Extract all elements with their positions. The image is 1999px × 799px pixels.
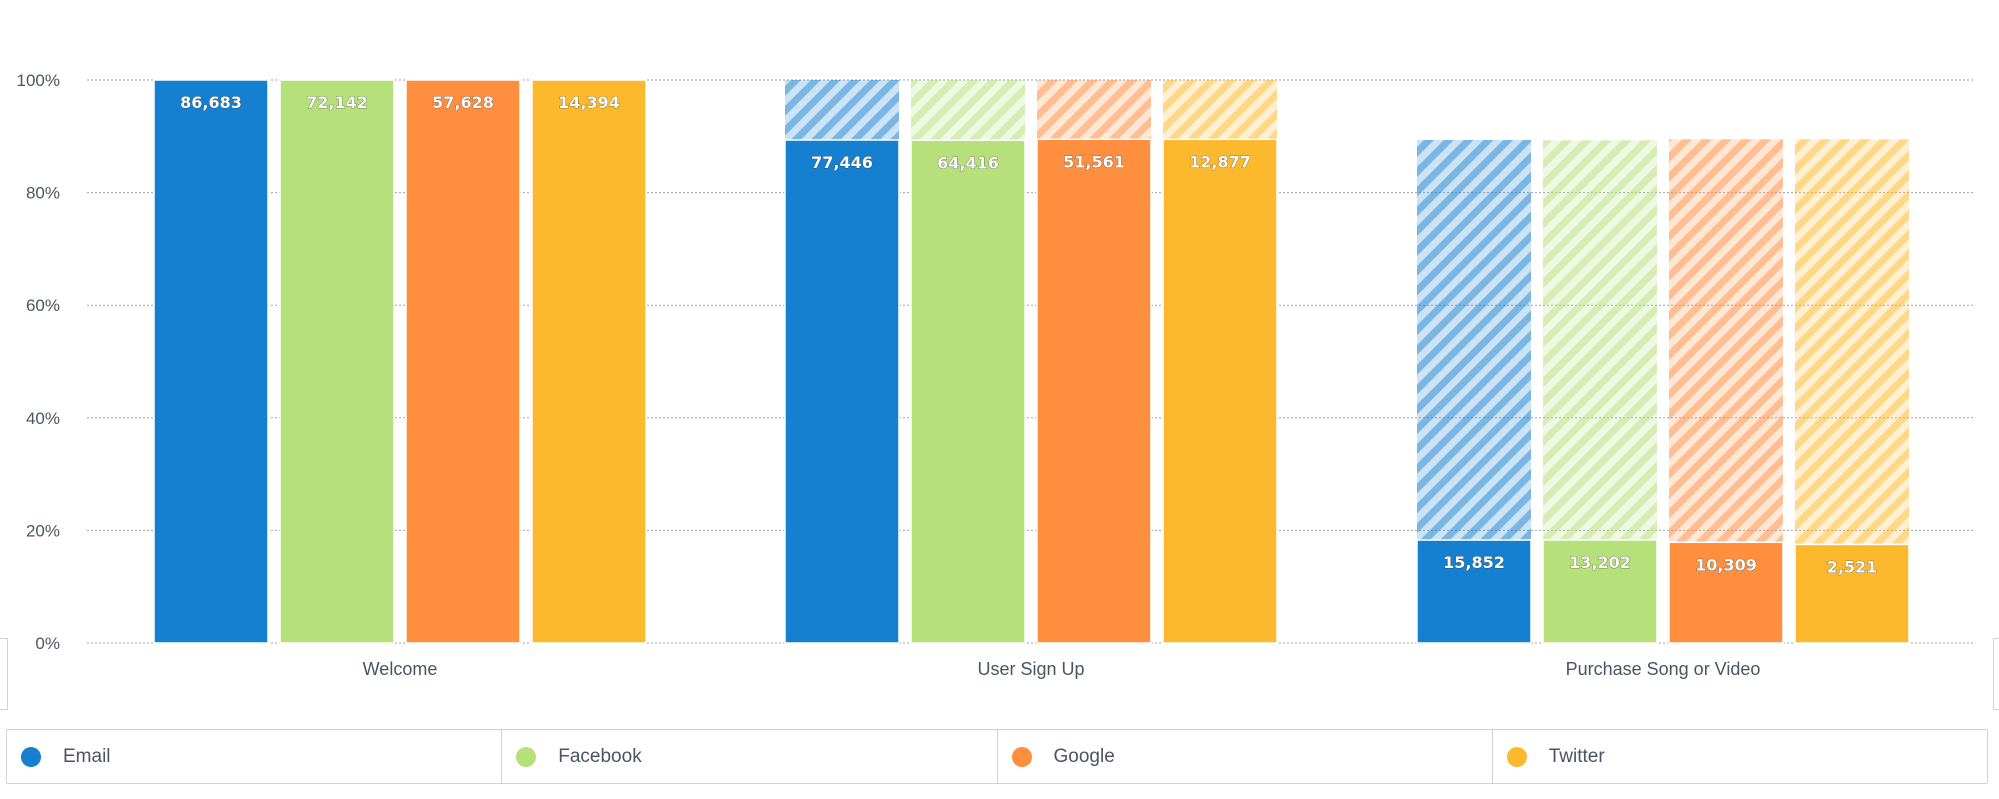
- bar-google: [1036, 138, 1152, 644]
- bar-google: [405, 79, 521, 644]
- legend: Email Facebook Google Twitter: [6, 729, 1988, 784]
- facebook-dot-icon: [516, 746, 537, 767]
- dropoff-bar-email: [785, 80, 899, 140]
- data-label: 86,683: [180, 93, 242, 112]
- email-dot-icon: [21, 746, 41, 767]
- x-category-label: Purchase Song or Video: [1566, 659, 1761, 679]
- y-tick-label: 100%: [17, 71, 60, 90]
- data-label: 64,416: [937, 153, 999, 172]
- x-category-label: User Sign Up: [977, 659, 1084, 679]
- data-label: 72,142: [306, 93, 368, 112]
- y-tick-label: 20%: [26, 521, 60, 540]
- legend-item-facebook[interactable]: Facebook: [502, 730, 998, 783]
- y-tick-label: 40%: [26, 409, 60, 428]
- scroll-right-handle[interactable]: [1993, 638, 1999, 710]
- legend-item-email[interactable]: Email: [7, 730, 503, 783]
- bar-twitter: [531, 79, 647, 644]
- twitter-dot-icon: [1506, 746, 1527, 767]
- legend-item-twitter[interactable]: Twitter: [1493, 730, 1987, 783]
- bar-facebook: [279, 79, 395, 644]
- bar-google: [1668, 541, 1784, 644]
- legend-item-google[interactable]: Google: [998, 730, 1493, 783]
- google-dot-icon: [1011, 746, 1032, 767]
- legend-label: Email: [63, 745, 111, 767]
- y-tick-label: 0%: [35, 634, 60, 653]
- legend-label: Facebook: [558, 745, 642, 767]
- scroll-left-handle[interactable]: [0, 638, 8, 710]
- y-tick-label: 60%: [26, 296, 60, 315]
- dropoff-bar-facebook: [911, 80, 1025, 141]
- legend-label: Twitter: [1548, 745, 1605, 767]
- bar-email: [153, 79, 269, 644]
- y-tick-label: 80%: [26, 184, 60, 203]
- data-label: 15,852: [1443, 553, 1505, 572]
- data-label: 10,309: [1695, 555, 1757, 574]
- data-label: 51,561: [1063, 152, 1125, 171]
- dropoff-bar-google: [1037, 80, 1151, 140]
- bar-twitter: [1162, 138, 1278, 644]
- data-label: 57,628: [432, 93, 494, 112]
- legend-label: Google: [1053, 745, 1115, 767]
- dropoff-bar-twitter: [1163, 80, 1277, 140]
- data-label: 2,521: [1827, 557, 1878, 576]
- dropoff-bar-email: [1417, 139, 1531, 541]
- bar-email: [784, 139, 900, 644]
- dropoff-bar-twitter: [1795, 139, 1909, 545]
- funnel-chart: 0% 20% 40% 60% 80% 100% 86,683 72,142 57,628 14,…: [17, 71, 1974, 679]
- bar-email: [1416, 539, 1532, 644]
- bar-facebook: [1542, 539, 1658, 644]
- data-label: 14,394: [558, 93, 620, 112]
- data-label: 13,202: [1569, 553, 1631, 572]
- data-label: 77,446: [811, 153, 873, 172]
- x-category-label: Welcome: [363, 659, 438, 679]
- data-label: 12,877: [1189, 152, 1251, 171]
- dropoff-bar-facebook: [1543, 140, 1657, 540]
- bar-facebook: [910, 139, 1026, 644]
- bar-twitter: [1794, 543, 1910, 644]
- dropoff-bar-google: [1669, 139, 1783, 543]
